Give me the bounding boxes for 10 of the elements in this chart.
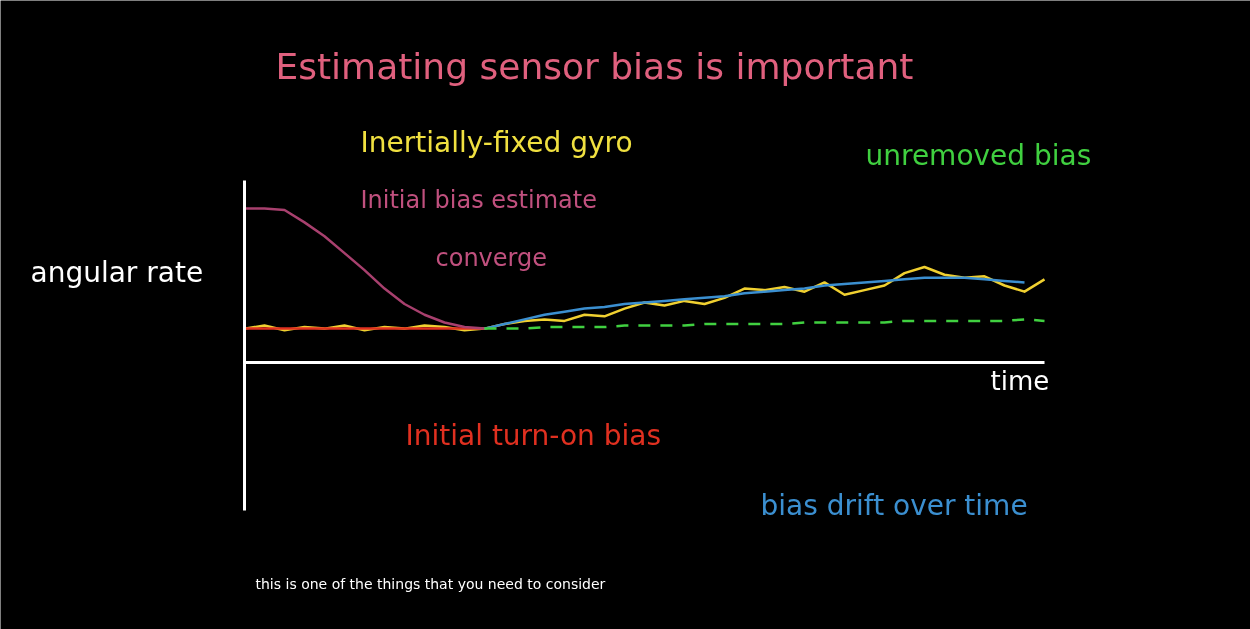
text: Initial turn-on bias (405, 418, 662, 452)
annotation: converge (435, 243, 548, 272)
chart-title: Estimating sensor bias is important (275, 45, 914, 87)
text: unremoved bias (865, 138, 1092, 172)
y-axis-title: angular rate (30, 255, 204, 289)
text: this is one of the things that you need to consider (255, 575, 606, 592)
chart-subtitle: Inertially-fixed gyro (360, 125, 633, 159)
text: bias drift over time (760, 488, 1028, 522)
annotation: Initial bias estimate (360, 185, 597, 214)
x-axis-title: time (990, 365, 1050, 396)
